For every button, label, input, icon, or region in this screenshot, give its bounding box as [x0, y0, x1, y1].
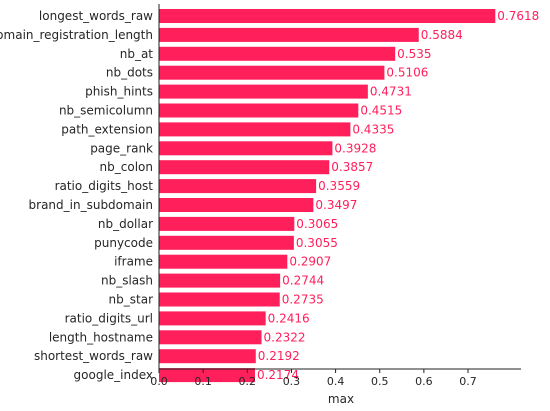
- category-label: iframe: [114, 255, 153, 269]
- bar: [159, 103, 359, 118]
- value-label: 0.5106: [386, 66, 428, 80]
- value-label: 0.5884: [421, 28, 463, 42]
- bar: [159, 179, 317, 194]
- x-tick-label: 0.2: [239, 375, 257, 388]
- category-label: nb_slash: [101, 274, 153, 288]
- value-label: 0.2744: [282, 274, 324, 288]
- axes: [158, 4, 521, 370]
- x-tick-label: 0.7: [459, 375, 477, 388]
- x-tick-label: 0.5: [371, 375, 389, 388]
- bar: [159, 9, 496, 23]
- category-label: domain_registration_length: [0, 28, 153, 42]
- bar: [159, 254, 288, 269]
- bar: [159, 311, 266, 326]
- value-label: 0.3928: [334, 141, 376, 155]
- bar: [159, 198, 314, 212]
- x-tick-label: 0.6: [415, 375, 433, 388]
- bar: [159, 27, 419, 42]
- bars-layer: [159, 9, 496, 383]
- x-tick-label: 0.4: [327, 375, 345, 388]
- bar: [159, 273, 281, 288]
- category-label: length_hostname: [49, 330, 153, 344]
- bar: [159, 141, 333, 156]
- bar: [159, 65, 385, 80]
- category-label: path_extension: [61, 122, 153, 136]
- value-label: 0.3065: [296, 217, 338, 231]
- value-label: 0.3055: [296, 236, 338, 250]
- bar: [159, 292, 280, 307]
- category-label: phish_hints: [85, 85, 153, 99]
- x-tick-label: 0.1: [194, 375, 212, 388]
- category-label: google_index: [74, 368, 153, 382]
- value-label: 0.4731: [370, 85, 412, 99]
- category-label: ratio_digits_host: [55, 179, 154, 193]
- bar: [159, 84, 368, 99]
- category-label: nb_at: [120, 47, 154, 61]
- bar: [159, 216, 295, 231]
- bar: [159, 235, 294, 250]
- category-label: nb_dollar: [98, 217, 153, 231]
- category-label: page_rank: [90, 141, 153, 155]
- value-label: 0.4335: [352, 122, 394, 136]
- category-label: nb_colon: [100, 160, 153, 174]
- value-label: 0.2322: [264, 330, 306, 344]
- category-label: ratio_digits_url: [65, 311, 153, 325]
- value-label: 0.2174: [257, 368, 299, 382]
- bar: [159, 160, 330, 175]
- category-label: nb_star: [109, 293, 154, 307]
- category-label: nb_dots: [106, 66, 153, 80]
- value-label: 0.2192: [258, 349, 300, 363]
- bar: [159, 368, 255, 383]
- value-label: 0.535: [397, 47, 431, 61]
- category-label: punycode: [94, 236, 153, 250]
- value-label: 0.3559: [318, 179, 360, 193]
- category-label: brand_in_subdomain: [29, 198, 153, 212]
- value-label: 0.7618: [497, 9, 539, 23]
- value-label: 0.3497: [315, 198, 357, 212]
- bar: [159, 330, 262, 345]
- category-label: shortest_words_raw: [34, 349, 153, 363]
- category-label: longest_words_raw: [39, 9, 153, 23]
- x-ticks: 0.0 0.1 0.2 0.3 0.4 0.5 0.6 0.7: [150, 369, 477, 388]
- bar: [159, 46, 396, 61]
- value-label: 0.4515: [360, 104, 402, 118]
- value-labels: 0.7618 0.5884 0.535 0.5106 0.4731 0.4515 0.433…: [257, 9, 539, 382]
- value-label: 0.3857: [331, 160, 373, 174]
- category-label: nb_semicolumn: [59, 104, 153, 118]
- value-label: 0.2416: [268, 311, 310, 325]
- x-tick-label: 0.3: [283, 375, 301, 388]
- x-axis-title: max: [328, 392, 354, 406]
- value-label: 0.2735: [282, 293, 324, 307]
- bar: [159, 122, 351, 137]
- bar: [159, 349, 256, 364]
- x-tick-label: 0.0: [150, 375, 168, 388]
- category-labels: longest_words_raw domain_registration_len…: [0, 9, 153, 382]
- value-label: 0.2907: [289, 255, 331, 269]
